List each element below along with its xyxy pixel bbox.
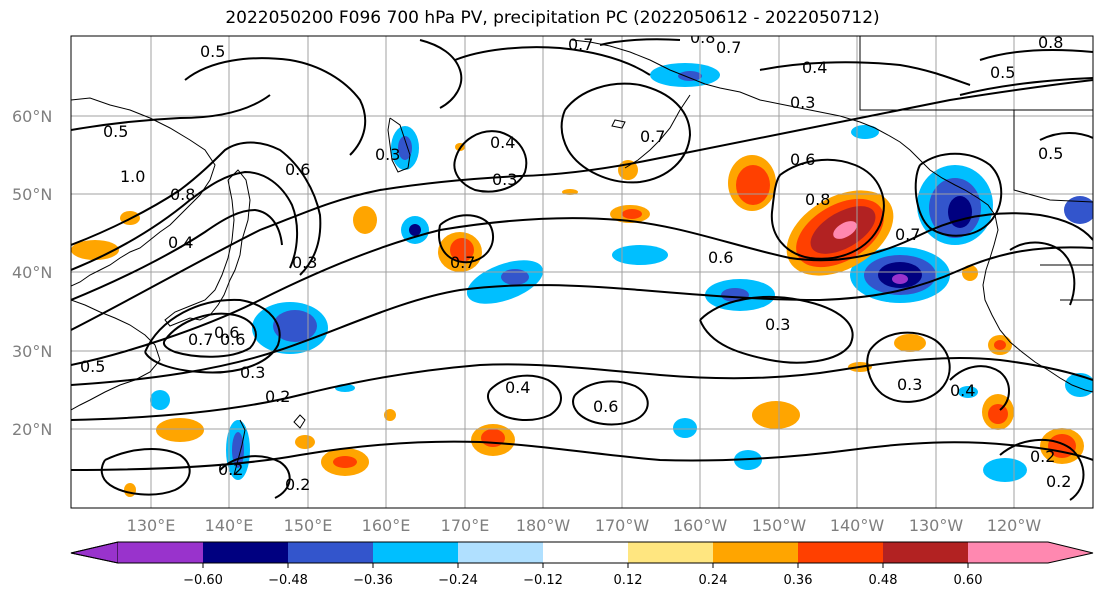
colorbar-tick-label: −0.36 <box>353 573 393 588</box>
pv-contour-label: 0.6 <box>214 323 239 342</box>
pv-contour-label: 0.4 <box>802 58 827 77</box>
pv-contour-label: 0.8 <box>805 190 830 209</box>
pv-contours <box>71 38 1093 501</box>
pv-contour-label: 0.6 <box>285 160 310 179</box>
colorbar-swatch <box>373 542 458 563</box>
pv-contour-label: 0.3 <box>492 170 517 189</box>
colorbar-tick-label: −0.60 <box>183 573 223 588</box>
colorbar-tick-label: 0.24 <box>699 573 728 588</box>
colorbar-swatch <box>798 542 883 563</box>
map-frame <box>70 35 1094 509</box>
colorbar-tick-label: 0.36 <box>784 573 813 588</box>
pv-contour-label: 0.2 <box>1046 472 1071 491</box>
colorbar-swatch <box>118 542 203 563</box>
coastlines <box>71 36 1093 476</box>
pv-contour-label: 0.6 <box>708 248 733 267</box>
lon-label: 160°E <box>362 516 411 535</box>
lon-label: 170°W <box>595 516 650 535</box>
pv-contour-label: 0.3 <box>765 315 790 334</box>
pv-contour-label: 0.7 <box>568 35 593 54</box>
colorbar-swatch <box>458 542 543 563</box>
pv-contour-label: 0.5 <box>990 63 1015 82</box>
pv-contour-label: 0.2 <box>285 475 310 494</box>
pv-contour-label: 0.7 <box>188 330 213 349</box>
colorbar-swatch <box>1048 542 1093 563</box>
longitude-labels: 130°E 140°E 150°E 160°E 170°E 180°W 170°… <box>127 516 1042 535</box>
colorbar-tick-label: 0.60 <box>954 573 983 588</box>
latitude-labels: 60°N 50°N 40°N 30°N 20°N <box>12 107 52 439</box>
pv-contour-label: 0.8 <box>170 185 195 204</box>
map-title: 2022050200 F096 700 hPa PV, precipitatio… <box>225 8 880 28</box>
lon-label: 160°W <box>673 516 728 535</box>
colorbar-ticks <box>202 563 969 568</box>
pv-contour-label: 0.4 <box>490 133 515 152</box>
colorbar-swatch <box>968 542 1048 563</box>
lon-label: 120°W <box>987 516 1042 535</box>
pv-contour-label: 0.3 <box>790 93 815 112</box>
colorbar-tick-label: 0.12 <box>614 573 643 588</box>
colorbar-tick-label: −0.48 <box>268 573 308 588</box>
pv-contour-label: 0.5 <box>103 122 128 141</box>
pv-contour-label: 0.7 <box>716 38 741 57</box>
colorbar-tick-label: 0.48 <box>869 573 898 588</box>
map-area: 0.5 0.5 1.0 0.8 0.4 0.6 0.3 0.7 0.6 0.5 … <box>71 28 1093 508</box>
colorbar-tick-label: −0.12 <box>523 573 563 588</box>
pv-contour-label: 0.7 <box>450 253 475 272</box>
pv-contour-label: 0.4 <box>505 378 530 397</box>
pv-contour-label: 0.2 <box>218 460 243 479</box>
pv-contour-label: 0.6 <box>220 330 245 349</box>
pv-contour-label: 0.3 <box>375 145 400 164</box>
lon-label: 150°E <box>284 516 333 535</box>
lon-label: 150°W <box>752 516 807 535</box>
lat-label: 60°N <box>12 107 52 126</box>
pv-contour-label: 0.7 <box>640 127 665 146</box>
colorbar-swatch <box>203 542 288 563</box>
pv-contour-label: 0.5 <box>200 42 225 61</box>
lon-label: 130°W <box>909 516 964 535</box>
lat-label: 50°N <box>12 185 52 204</box>
pv-contour-label: 1.0 <box>120 167 145 186</box>
pv-contour-label: 0.5 <box>1038 144 1063 163</box>
colorbar-tick-label: −0.24 <box>438 573 478 588</box>
lon-label: 180°W <box>516 516 571 535</box>
pv-contour-label: 0.3 <box>240 363 265 382</box>
pv-contour-label: 0.4 <box>950 381 975 400</box>
pv-contour-label: 0.3 <box>897 375 922 394</box>
colorbar <box>70 541 1094 564</box>
colorbar-swatch <box>883 542 968 563</box>
lon-label: 140°E <box>205 516 254 535</box>
lat-label: 40°N <box>12 263 52 282</box>
pv-contour-labels: 0.5 0.5 1.0 0.8 0.4 0.6 0.3 0.7 0.6 0.5 … <box>80 28 1071 494</box>
lat-label: 30°N <box>12 342 52 361</box>
pv-contour-label: 0.7 <box>895 225 920 244</box>
pv-contour-label: 0.5 <box>80 357 105 376</box>
colorbar-swatch <box>713 542 798 563</box>
colorbar-swatch <box>70 541 119 564</box>
colorbar-labels: −0.60 −0.48 −0.36 −0.24 −0.12 0.12 0.24 … <box>183 573 982 588</box>
colorbar-swatch <box>543 542 628 563</box>
pv-contour-label: 0.3 <box>292 253 317 272</box>
colorbar-swatch <box>288 542 373 563</box>
pv-contour-label: 0.6 <box>593 397 618 416</box>
pv-contour-label: 0.4 <box>168 233 193 252</box>
lon-label: 170°E <box>441 516 490 535</box>
lat-label: 20°N <box>12 420 52 439</box>
pv-contour-label: 0.8 <box>690 28 715 47</box>
lon-label: 140°W <box>830 516 885 535</box>
pv-contour-label: 0.2 <box>1030 447 1055 466</box>
graticule <box>71 36 1093 508</box>
pv-contour-label: 0.6 <box>790 150 815 169</box>
pv-contour-label: 0.8 <box>1038 33 1063 52</box>
pv-contour-label: 0.2 <box>265 387 290 406</box>
colorbar-swatch <box>628 542 713 563</box>
lon-label: 130°E <box>127 516 176 535</box>
